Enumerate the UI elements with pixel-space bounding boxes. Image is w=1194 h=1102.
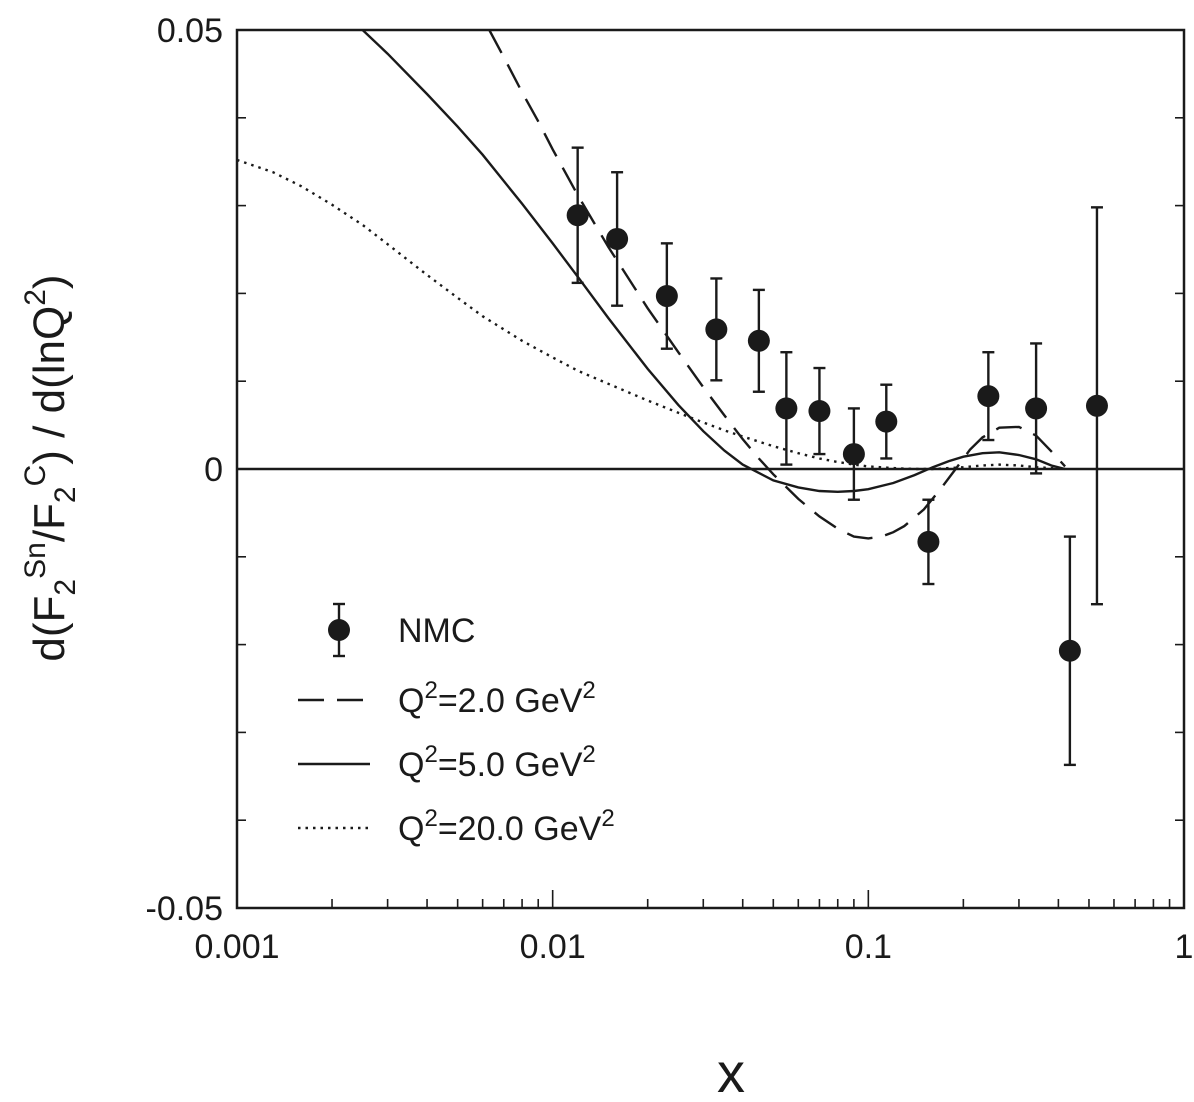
legend-label-nmc: NMC xyxy=(398,612,475,650)
x-tick-label: 0.001 xyxy=(194,928,279,966)
point-marker xyxy=(747,329,770,352)
data-point xyxy=(808,366,831,456)
legend-label-dashed: Q2=2.0 GeV2 xyxy=(398,677,596,720)
legend-label-part: 2 xyxy=(582,741,595,768)
legend-marker xyxy=(328,619,350,641)
point-marker xyxy=(775,397,798,420)
y-tick-label: 0.05 xyxy=(157,12,223,50)
legend-label-part: 2 xyxy=(424,741,437,768)
curve-solid xyxy=(361,30,1066,494)
curve-dashed xyxy=(488,30,1066,540)
data-point xyxy=(655,242,678,350)
data-point xyxy=(1058,535,1081,767)
point-marker xyxy=(1025,397,1048,420)
x-tick-label: 0.01 xyxy=(520,928,586,966)
legend-label-part: 2 xyxy=(601,805,614,832)
data-point xyxy=(977,351,1000,442)
legend-label-part: =20.0 GeV xyxy=(438,810,602,848)
point-marker xyxy=(808,400,831,423)
x-tick-label: 0.1 xyxy=(845,928,892,966)
data-point xyxy=(875,383,898,460)
legend-label-part: 2 xyxy=(582,677,595,704)
data-point xyxy=(1085,206,1108,606)
point-marker xyxy=(1085,394,1108,417)
tick-labels-layer: 0.001 0.01 0.1 1 0.05 0 -0.05 xyxy=(146,12,1194,966)
legend-label-solid: Q2=5.0 GeV2 xyxy=(398,741,596,784)
legend-label-part: Q xyxy=(398,810,424,848)
legend-label-part: Q xyxy=(398,682,424,720)
y-tick-label: 0 xyxy=(204,451,223,489)
legend-label-part: =2.0 GeV xyxy=(438,682,583,720)
data-point xyxy=(842,407,865,501)
legend-label-dotted: Q2=20.0 GeV2 xyxy=(398,805,615,848)
legend-label-part: Q xyxy=(398,746,424,784)
data-point xyxy=(606,171,629,307)
point-marker xyxy=(1058,639,1081,662)
point-marker xyxy=(606,227,629,250)
data-point xyxy=(1025,342,1048,475)
point-marker xyxy=(705,318,728,341)
x-axis-title: x xyxy=(717,1041,745,1102)
data-point xyxy=(747,288,770,393)
data-points-layer xyxy=(566,146,1108,767)
x-tick-label: 1 xyxy=(1175,928,1194,966)
y-axis-title: d(F2Sn/F2C) / d(lnQ2) xyxy=(19,274,82,661)
legend-label-part: 2 xyxy=(424,805,437,832)
data-point xyxy=(917,498,940,586)
data-point xyxy=(705,277,728,382)
point-marker xyxy=(875,410,898,433)
legend-label-part: =5.0 GeV xyxy=(438,746,583,784)
legend-label-part: 2 xyxy=(424,677,437,704)
point-marker xyxy=(655,285,678,308)
curve-dotted xyxy=(237,158,1066,471)
point-marker xyxy=(566,204,589,227)
data-point xyxy=(775,351,798,466)
point-marker xyxy=(977,385,1000,408)
data-point xyxy=(566,146,589,285)
axis-ticks-layer xyxy=(236,29,1185,909)
curves-layer xyxy=(237,30,1066,540)
point-marker xyxy=(842,443,865,466)
y-tick-label: -0.05 xyxy=(146,890,224,928)
point-marker xyxy=(917,530,940,553)
